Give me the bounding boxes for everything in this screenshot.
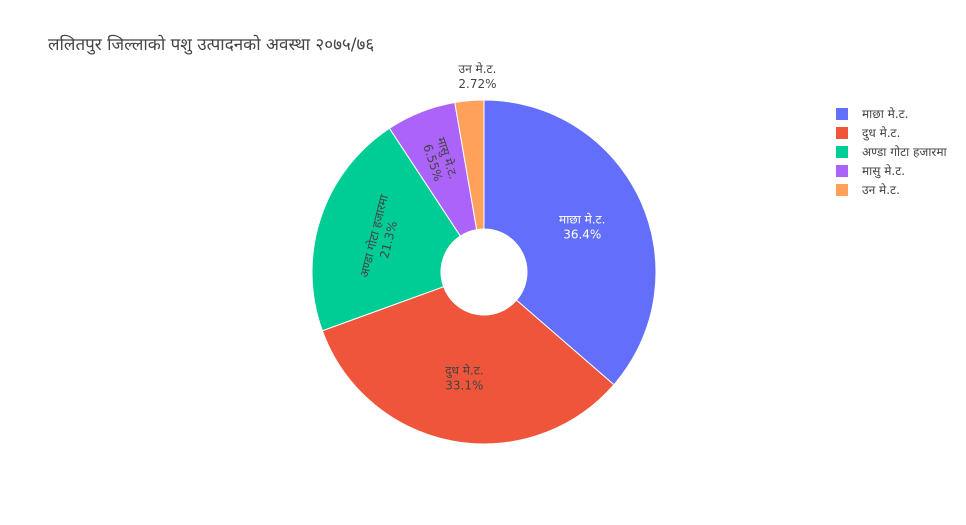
slice-3[interactable] xyxy=(311,127,462,332)
legend-item-2[interactable]: दुध मे.ट. xyxy=(836,126,900,141)
legend-swatch-5 xyxy=(836,184,848,196)
legend-swatch-1 xyxy=(836,108,848,120)
legend-swatch-4 xyxy=(836,165,848,177)
slice-2[interactable] xyxy=(321,286,615,445)
legend-swatch-2 xyxy=(836,127,848,139)
slice-2-label: दुध मे.ट. 33.1% xyxy=(445,364,483,393)
legend-label-4: मासु मे.ट. xyxy=(862,164,905,179)
slice-1-percent: 36.4% xyxy=(563,228,601,242)
legend-label-5: उन मे.ट. xyxy=(862,183,900,197)
slice-2-category: दुध मे.ट. xyxy=(445,364,483,379)
pie-slices xyxy=(311,99,657,445)
slice-labels: माछा मे.ट. 36.4%दुध मे.ट. 33.1%अण्डा गोटा … xyxy=(357,62,605,392)
legend-swatch-3 xyxy=(836,146,848,158)
slice-5-percent: 2.72% xyxy=(458,77,496,91)
legend-item-3[interactable]: अण्डा गोटा हजारमा xyxy=(836,145,948,159)
slice-2-percent: 33.1% xyxy=(445,379,483,393)
legend-label-2: दुध मे.ट. xyxy=(862,126,900,141)
slice-1[interactable] xyxy=(483,99,657,386)
legend-label-1: माछा मे.ट. xyxy=(862,107,908,121)
legend-label-3: अण्डा गोटा हजारमा xyxy=(862,145,948,159)
slice-5[interactable] xyxy=(454,99,485,231)
legend-item-1[interactable]: माछा मे.ट. xyxy=(836,107,908,121)
legend: माछा मे.ट. दुध मे.ट. अण्डा गोटा हजारमा मासु… xyxy=(836,107,948,197)
slice-5-category: उन मे.ट. xyxy=(459,62,497,76)
legend-item-5[interactable]: उन मे.ट. xyxy=(836,183,900,197)
slice-1-label: माछा मे.ट. 36.4% xyxy=(559,213,605,242)
slice-1-category: माछा मे.ट. xyxy=(559,213,605,227)
chart-title: ललितपुर जिल्लाको पशु उत्पादनको अवस्था २०… xyxy=(48,34,374,55)
slice-5-label: उन मे.ट. 2.72% xyxy=(458,62,496,91)
legend-item-4[interactable]: मासु मे.ट. xyxy=(836,164,905,179)
